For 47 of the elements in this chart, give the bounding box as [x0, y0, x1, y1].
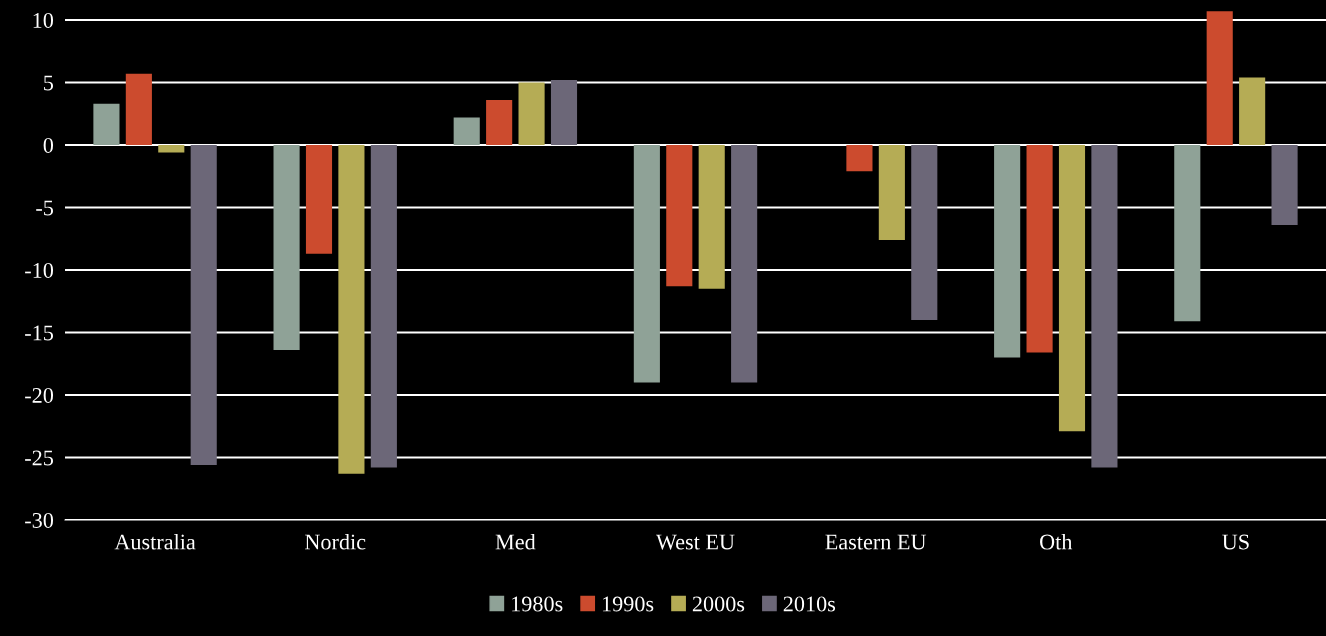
bar — [453, 117, 480, 145]
bar — [550, 80, 578, 145]
bar — [698, 145, 725, 289]
y-tick-label: 5 — [44, 75, 54, 91]
bar — [1091, 145, 1118, 468]
bar — [878, 145, 905, 240]
bar — [911, 145, 938, 320]
bar — [273, 145, 300, 350]
y-tick-label: -10 — [25, 262, 54, 278]
x-tick-label: West EU — [655, 534, 735, 550]
bar — [1271, 145, 1298, 225]
legend-label: 1990s — [602, 596, 654, 612]
y-tick-label: 10 — [33, 12, 54, 28]
x-tick-label: US — [1222, 534, 1249, 550]
y-tick-label: -15 — [25, 325, 54, 341]
bar — [1058, 145, 1086, 432]
y-tick-label: -25 — [25, 450, 54, 466]
bar — [93, 103, 120, 145]
x-tick-label: Oth — [1040, 533, 1073, 550]
y-tick-label: -30 — [25, 512, 54, 528]
legend-label: 1980s — [512, 596, 563, 612]
bar — [158, 145, 185, 153]
y-tick-label: 0 — [43, 137, 54, 153]
bar — [731, 145, 758, 383]
x-tick-label: Eastern EU — [825, 534, 927, 550]
y-tick-label: -5 — [36, 200, 54, 216]
bar — [633, 145, 660, 383]
bar — [486, 100, 513, 145]
bar — [370, 145, 397, 468]
bar — [994, 145, 1021, 358]
legend-label: 2000s — [692, 596, 745, 612]
bar — [125, 73, 152, 145]
legend-label: 2010s — [783, 596, 836, 612]
bar — [1174, 145, 1201, 322]
bar — [1026, 145, 1053, 353]
x-tick-label: Med — [495, 533, 536, 550]
x-tick-label: Australia — [114, 533, 196, 550]
x-tick-label: Nordic — [305, 533, 366, 550]
bar — [190, 145, 217, 465]
bar — [305, 145, 333, 254]
bar — [666, 145, 693, 287]
bar — [518, 82, 545, 145]
bar — [1239, 77, 1266, 145]
bar — [846, 145, 873, 172]
bar — [338, 145, 365, 474]
bar — [1206, 11, 1233, 145]
y-tick-label: -20 — [25, 387, 54, 403]
